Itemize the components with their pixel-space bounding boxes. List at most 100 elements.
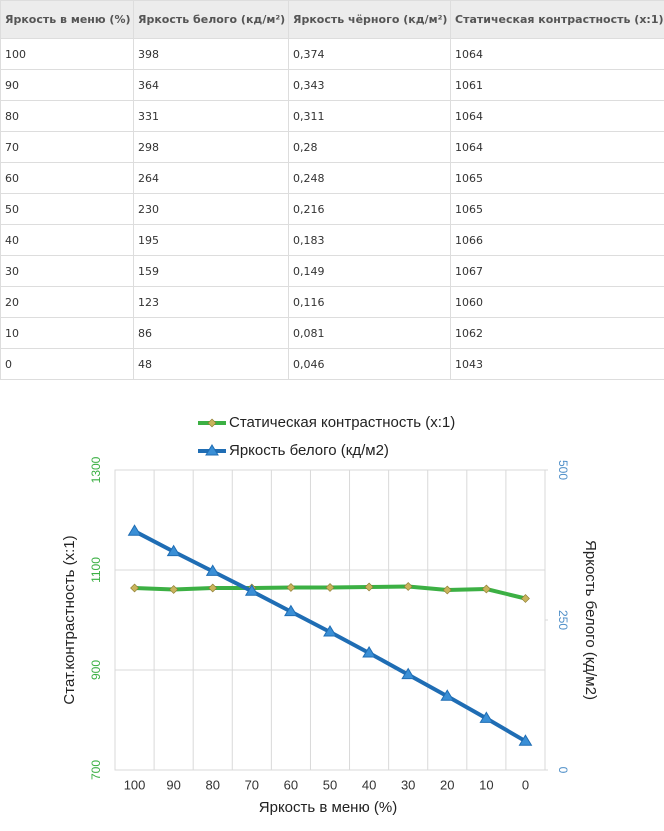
data-point (323, 625, 337, 637)
y2-tick-label: 250 (556, 610, 570, 630)
table-row: 10 86 0,081 1062 (0, 317, 664, 349)
table-cell: 0,046 (288, 348, 451, 380)
data-point (364, 582, 374, 592)
table-cell: 230 (133, 193, 289, 225)
y-tick-label: 1100 (89, 557, 103, 583)
data-point (518, 734, 533, 746)
table-cell: 159 (133, 255, 289, 287)
table-cell: 0 (0, 348, 134, 380)
legend-marker (205, 444, 219, 456)
header-cell: Яркость белого (кд/м²) (133, 0, 289, 39)
table-cell: 0,311 (288, 100, 451, 132)
table-cell: 195 (133, 224, 289, 256)
x-tick-label: 10 (479, 777, 493, 792)
header-row: Яркость в меню (%) Яркость белого (кд/м²)… (0, 0, 664, 39)
table-cell: 0,216 (288, 193, 451, 225)
data-point (362, 646, 376, 658)
data-point (442, 585, 452, 595)
table-cell: 10 (0, 317, 134, 349)
table-cell: 0,116 (288, 286, 451, 318)
table-cell: 1067 (450, 255, 664, 287)
table-cell: 0,183 (288, 224, 451, 256)
x-tick-label: 80 (205, 777, 219, 792)
table-cell: 100 (0, 38, 134, 70)
data-point (205, 564, 220, 576)
y2-tick-label: 0 (556, 767, 570, 774)
y-tick-label: 900 (89, 660, 103, 680)
x-tick-label: 70 (245, 777, 259, 792)
table-row: 30 159 0,149 1067 (0, 255, 664, 287)
table-row: 90 364 0,343 1061 (0, 69, 664, 101)
data-point (286, 583, 296, 592)
x-tick-label: 30 (401, 777, 415, 792)
table-cell: 86 (133, 317, 289, 349)
y2-tick-label: 500 (556, 460, 570, 480)
table-cell: 90 (0, 69, 134, 101)
table-row: 80 331 0,311 1064 (0, 100, 664, 132)
x-tick-label: 50 (323, 777, 337, 792)
x-axis-title: Яркость в меню (%) (259, 799, 397, 816)
data-point (208, 583, 218, 593)
data-point (325, 583, 335, 592)
table-cell: 48 (133, 348, 289, 380)
x-tick-label: 0 (522, 777, 529, 792)
table-cell: 80 (0, 100, 134, 132)
table-cell: 0,149 (288, 255, 451, 287)
table-cell: 1065 (450, 193, 664, 225)
table-row: 20 123 0,116 1060 (0, 286, 664, 318)
legend-label: Яркость белого (кд/м2) (229, 442, 389, 459)
table-cell: 1060 (450, 286, 664, 318)
table-cell: 331 (133, 100, 289, 132)
table-cell: 1062 (450, 317, 664, 349)
x-tick-label: 60 (284, 777, 298, 792)
data-point (401, 667, 416, 680)
header-cell: Яркость в меню (%) (0, 0, 134, 39)
y2-axis-title: Яркость белого (кд/м2) (582, 540, 599, 700)
data-point (169, 585, 179, 594)
x-tick-label: 100 (124, 777, 146, 792)
data-table: Яркость в меню (%) Яркость белого (кд/м²)… (0, 0, 664, 380)
table-cell: 20 (0, 286, 134, 318)
table-cell: 70 (0, 131, 134, 163)
table-row: 60 264 0,248 1065 (0, 162, 664, 194)
header-cell: Яркость чёрного (кд/м²) (288, 0, 451, 39)
x-tick-label: 20 (440, 777, 454, 792)
table-cell: 264 (133, 162, 289, 194)
y-axis-title: Стат.контрастность (x:1) (61, 535, 78, 704)
table-row: 0 48 0,046 1043 (0, 348, 664, 380)
table-row: 100 398 0,374 1064 (0, 38, 664, 70)
table-cell: 30 (0, 255, 134, 287)
y-tick-label: 1300 (89, 456, 103, 483)
legend-marker (207, 418, 217, 428)
x-tick-label: 90 (166, 777, 180, 792)
data-point (521, 594, 530, 603)
table-cell: 1064 (450, 100, 664, 132)
table-cell: 1066 (450, 224, 664, 256)
table-cell: 1064 (450, 38, 664, 70)
header-cell: Статическая контрастность (x:1) (450, 0, 664, 39)
data-point (127, 524, 142, 536)
data-point (166, 544, 181, 557)
data-point (284, 604, 298, 617)
data-point (481, 584, 491, 594)
data-point (244, 584, 259, 596)
table-cell: 60 (0, 162, 134, 194)
table-cell: 123 (133, 286, 289, 318)
data-point (479, 711, 494, 723)
y-tick-label: 700 (89, 760, 103, 780)
table-cell: 50 (0, 193, 134, 225)
table-cell: 1043 (450, 348, 664, 380)
table-row: 70 298 0,28 1064 (0, 131, 664, 163)
table-cell: 1061 (450, 69, 664, 101)
table-cell: 1064 (450, 131, 664, 163)
table-cell: 0,081 (288, 317, 451, 349)
table-cell: 298 (133, 131, 289, 163)
table-cell: 40 (0, 224, 134, 256)
table-cell: 0,248 (288, 162, 451, 194)
table-row: 40 195 0,183 1066 (0, 224, 664, 256)
table-cell: 364 (133, 69, 289, 101)
data-point (440, 689, 455, 701)
table-cell: 0,374 (288, 38, 451, 70)
table-cell: 0,28 (288, 131, 451, 163)
